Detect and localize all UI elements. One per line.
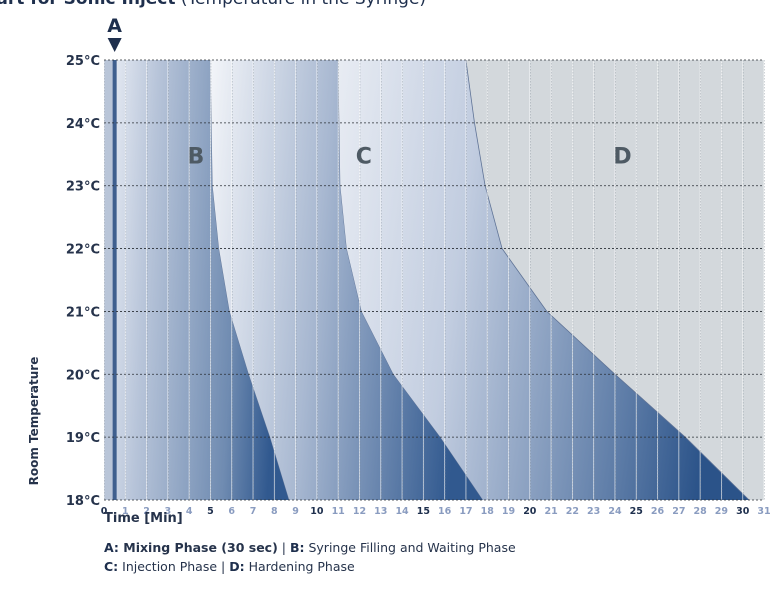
x-tick-label: 28 — [694, 506, 708, 517]
x-tick-label: 22 — [566, 506, 579, 517]
legend-line-2: C: Injection Phase | D: Hardening Phase — [104, 557, 516, 576]
legend-text: Syringe Filling and Waiting Phase — [304, 540, 516, 555]
y-tick-label: 22°C — [66, 243, 100, 258]
x-tick-label: 10 — [310, 506, 324, 517]
x-tick-label: 9 — [292, 506, 299, 517]
y-tick-label: 19°C — [66, 431, 100, 446]
x-tick-label: 25 — [630, 506, 643, 517]
legend-text: Hardening Phase — [244, 559, 355, 574]
x-tick-label: 2 — [143, 506, 150, 517]
x-tick-label: 7 — [250, 506, 257, 517]
x-tick-label: 16 — [438, 506, 452, 517]
x-tick-label: 15 — [417, 506, 430, 517]
x-tick-label: 6 — [228, 506, 235, 517]
x-tick-label: 19 — [502, 506, 515, 517]
x-tick-label: 26 — [651, 506, 665, 517]
y-tick-label: 18°C — [66, 494, 100, 509]
region-d-area — [338, 60, 750, 500]
marker-label: A — [107, 15, 122, 37]
chart-legend: A: Mixing Phase (30 sec) | B: Syringe Fi… — [104, 538, 516, 576]
x-tick-label: 21 — [544, 506, 557, 517]
chart-title: Handling Chart for Sonic Inject (Tempera… — [0, 0, 426, 9]
legend-text: Mixing Phase (30 sec) — [118, 540, 278, 555]
x-tick-label: 20 — [523, 506, 537, 517]
x-tick-label: 12 — [353, 506, 366, 517]
chart-title-rest: (Temperature in the Syringe) — [176, 0, 427, 9]
x-tick-label: 24 — [608, 506, 622, 517]
y-tick-label: 24°C — [66, 117, 100, 132]
legend-separator: | — [217, 559, 230, 574]
legend-text: Injection Phase — [118, 559, 218, 574]
x-tick-label: 5 — [207, 506, 214, 517]
y-tick-label: 23°C — [66, 180, 100, 195]
region-label-c: C — [356, 144, 372, 169]
x-tick-label: 4 — [186, 506, 193, 517]
x-tick-label: 11 — [332, 506, 345, 517]
region-b-area — [114, 60, 290, 500]
x-tick-label: 30 — [736, 506, 750, 517]
x-tick-label: 17 — [459, 506, 472, 517]
chart-title-main: Handling Chart for Sonic Inject — [0, 0, 176, 9]
region-d-boundary — [465, 59, 750, 501]
x-tick-label: 14 — [395, 506, 409, 517]
legend-key: A: — [104, 540, 119, 555]
legend-key: B: — [289, 540, 305, 555]
region-c-area — [210, 60, 483, 500]
x-tick-label: 1 — [122, 506, 129, 517]
x-tick-label: 3 — [165, 506, 172, 517]
x-tick-label: 29 — [715, 506, 728, 517]
mixing-marker: A — [107, 15, 122, 52]
x-tick-label: 18 — [481, 506, 495, 517]
grid-lines — [103, 59, 765, 501]
region-a-area — [104, 60, 115, 500]
y-tick-label: 25°C — [66, 54, 100, 69]
x-tick-label: 8 — [271, 506, 278, 517]
y-tick-labels: 18°C 19°C 20°C 21°C 22°C 23°C 24°C 25°C — [66, 54, 100, 509]
x-tick-label: 0 — [101, 506, 108, 517]
region-labels: B C D — [188, 144, 632, 169]
legend-line-1: A: Mixing Phase (30 sec) | B: Syringe Fi… — [104, 538, 516, 557]
region-label-b: B — [188, 144, 205, 169]
x-tick-label: 31 — [757, 506, 770, 517]
x-tick-labels: 0 1 2 3 4 5 6 7 8 9 10 11 12 13 14 15 16 17 18 19 20 21 22 23 24… — [101, 506, 771, 517]
legend-key: C: — [104, 559, 119, 574]
x-tick-label: 27 — [672, 506, 685, 517]
y-tick-label: 21°C — [66, 305, 100, 320]
y-axis-label: Room Temperature — [27, 357, 41, 486]
x-tick-label: 13 — [374, 506, 387, 517]
legend-key: D: — [229, 559, 245, 574]
region-label-d: D — [613, 144, 631, 169]
phase-regions — [104, 59, 764, 501]
x-axis-label: Time [Min] — [104, 511, 183, 526]
marker-triangle — [107, 38, 122, 52]
y-tick-label: 20°C — [66, 368, 100, 383]
region-a-line — [112, 60, 117, 500]
legend-separator: | — [277, 540, 290, 555]
x-tick-label: 23 — [587, 506, 600, 517]
